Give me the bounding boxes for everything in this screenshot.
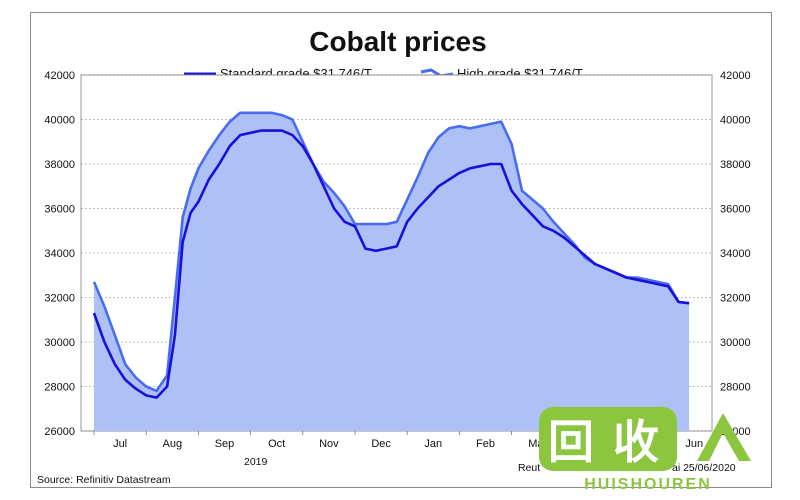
date-text: ai 25/06/2020 (672, 462, 736, 474)
watermark-char-1: 回 (548, 416, 594, 468)
x-tick-label: Sep (215, 438, 235, 450)
standard-grade-line (92, 129, 690, 399)
y-tick-label-right: 40000 (720, 115, 751, 127)
y-tick-label-right: 32000 (720, 293, 751, 305)
source-text: Source: Refinitiv Datastream (37, 474, 171, 486)
x-tick-label: Dec (371, 438, 391, 450)
x-tick-label: Aug (163, 438, 183, 450)
x-tick-label: Feb (476, 438, 495, 450)
y-tick-label-left: 28000 (44, 382, 75, 394)
y-tick-label-left: 42000 (44, 70, 75, 82)
high-grade-area (94, 112, 690, 432)
x-tick-label: Nov (319, 438, 339, 450)
reuters-text: Reut (518, 462, 540, 474)
y-tick-label-left: 26000 (44, 426, 75, 438)
watermark-triangle-icon (697, 413, 751, 461)
area-layer (94, 112, 690, 432)
chart-frame: Cobalt prices Standard grade $31,746/T H… (30, 12, 772, 489)
y-tick-label-left: 32000 (44, 293, 75, 305)
y-tick-label-right: 34000 (720, 248, 751, 260)
watermark-box (539, 407, 677, 471)
year-label: 2019 (244, 456, 268, 468)
y-tick-label-right: 42000 (720, 70, 751, 82)
y-tick-label-left: 38000 (44, 159, 75, 171)
x-tick-label: Jan (424, 438, 442, 450)
y-tick-label-right: 30000 (720, 337, 751, 349)
x-tick-label: Oct (268, 438, 285, 450)
chart-title: Cobalt prices (309, 26, 486, 57)
y-tick-label-left: 34000 (44, 248, 75, 260)
x-tick-label: Jul (113, 438, 127, 450)
y-axis-left: 26000 28000 30000 32000 34000 36000 38000 40000… (44, 70, 75, 438)
watermark-text: HUISHOUREN (584, 476, 712, 489)
y-tick-label-left: 36000 (44, 204, 75, 216)
y-axis-right: 2600028000300003200034000360003800040000… (720, 70, 751, 438)
chart-svg: Cobalt prices Standard grade $31,746/T H… (37, 26, 751, 489)
y-tick-label-right: 36000 (720, 204, 751, 216)
y-tick-label-right: 28000 (720, 382, 751, 394)
lines-layer (92, 111, 690, 399)
watermark-char-2: 收 (613, 416, 659, 468)
watermark-logo: 回 收 HUISHOUREN (539, 407, 751, 489)
y-tick-label-left: 40000 (44, 115, 75, 127)
x-tick-label: Jun (685, 438, 703, 450)
y-tick-label-left: 30000 (44, 337, 75, 349)
y-tick-label-right: 38000 (720, 159, 751, 171)
